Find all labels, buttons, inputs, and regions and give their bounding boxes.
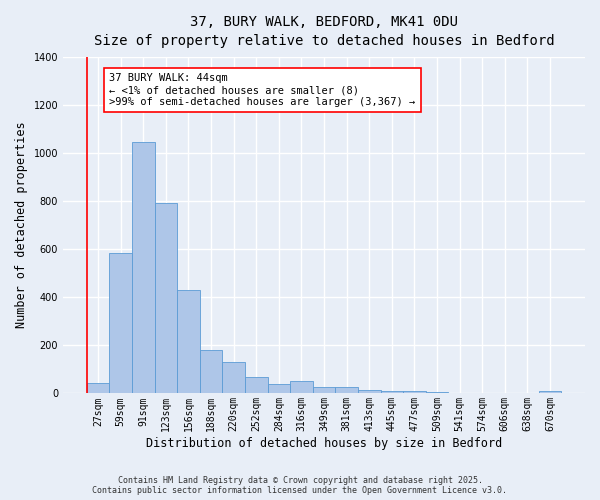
Bar: [290, 382, 313, 394]
Text: 37 BURY WALK: 44sqm
← <1% of detached houses are smaller (8)
>99% of semi-detach: 37 BURY WALK: 44sqm ← <1% of detached ho…: [109, 74, 416, 106]
Bar: [155, 204, 177, 394]
Bar: [109, 252, 132, 394]
Bar: [335, 388, 358, 394]
Bar: [268, 384, 290, 394]
Bar: [358, 390, 380, 394]
Bar: [87, 382, 109, 394]
Bar: [426, 392, 448, 394]
Bar: [223, 362, 245, 394]
Title: 37, BURY WALK, BEDFORD, MK41 0DU
Size of property relative to detached houses in: 37, BURY WALK, BEDFORD, MK41 0DU Size of…: [94, 15, 554, 48]
Bar: [403, 392, 426, 394]
X-axis label: Distribution of detached houses by size in Bedford: Distribution of detached houses by size …: [146, 437, 502, 450]
Bar: [200, 350, 223, 394]
Text: Contains HM Land Registry data © Crown copyright and database right 2025.
Contai: Contains HM Land Registry data © Crown c…: [92, 476, 508, 495]
Bar: [245, 376, 268, 394]
Y-axis label: Number of detached properties: Number of detached properties: [15, 122, 28, 328]
Bar: [132, 142, 155, 394]
Bar: [539, 391, 561, 394]
Bar: [177, 290, 200, 394]
Bar: [313, 388, 335, 394]
Bar: [380, 392, 403, 394]
